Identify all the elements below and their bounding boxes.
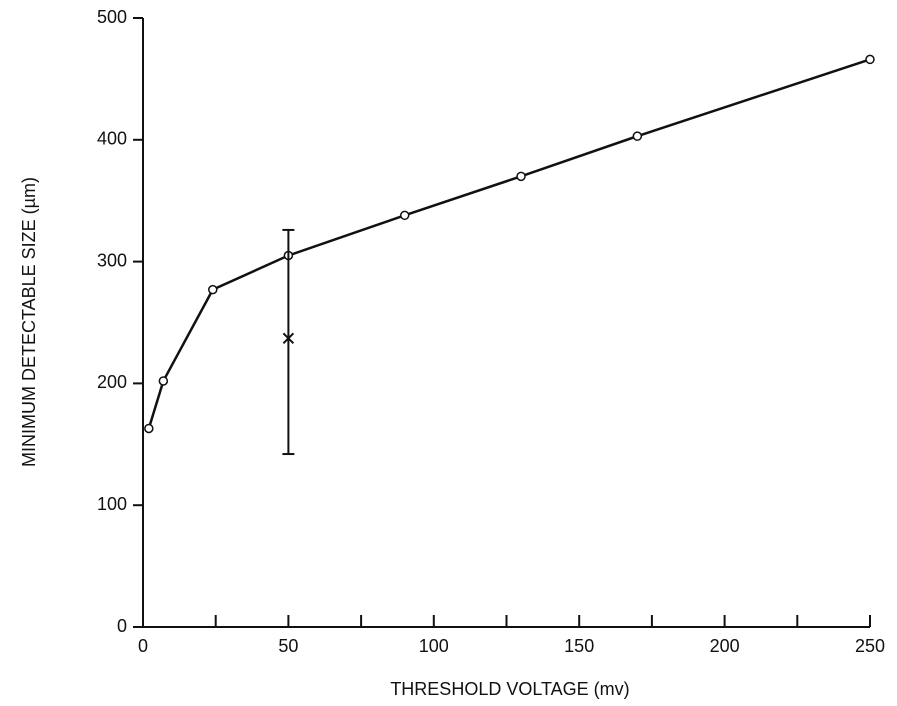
data-point xyxy=(865,54,875,65)
data-line xyxy=(147,58,871,429)
x-tick-label: 50 xyxy=(278,636,298,656)
x-tick-label: 100 xyxy=(419,636,449,656)
y-tick-label: 200 xyxy=(97,372,127,392)
data-point xyxy=(632,131,643,141)
x-tick-label: 250 xyxy=(855,636,885,656)
y-tick-label: 500 xyxy=(97,7,127,27)
data-point xyxy=(516,171,526,182)
error-center xyxy=(282,332,295,345)
y-tick-label: 400 xyxy=(97,129,127,149)
x-tick-label: 0 xyxy=(138,636,148,656)
y-axis-label: MINIMUM DETECTABLE SIZE (µm) xyxy=(19,177,39,467)
data-point xyxy=(158,376,169,386)
x-tick-label: 150 xyxy=(564,636,594,656)
data-point xyxy=(208,284,218,295)
x-tick-label: 200 xyxy=(710,636,740,656)
data-point xyxy=(399,210,410,221)
data-point xyxy=(144,423,154,434)
y-tick-label: 0 xyxy=(117,616,127,636)
y-tick-label: 300 xyxy=(97,250,127,270)
x-axis-label: THRESHOLD VOLTAGE (mv) xyxy=(390,679,629,699)
y-tick-label: 100 xyxy=(97,494,127,514)
